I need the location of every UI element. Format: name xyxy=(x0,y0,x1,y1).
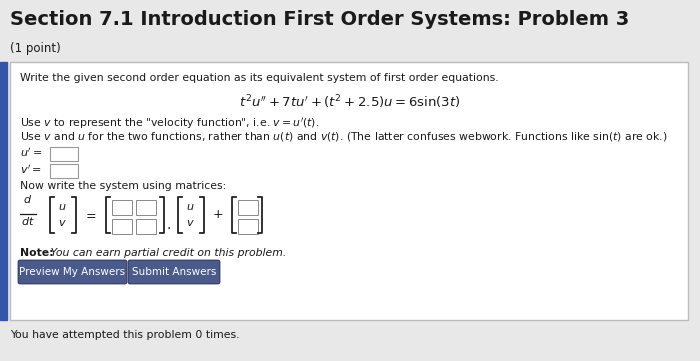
Text: Preview My Answers: Preview My Answers xyxy=(19,267,125,277)
Text: (1 point): (1 point) xyxy=(10,42,61,55)
Text: You can earn partial credit on this problem.: You can earn partial credit on this prob… xyxy=(47,248,286,258)
FancyBboxPatch shape xyxy=(112,200,132,215)
Text: Use $v$ and $u$ for the two functions, rather than $u(t)$ and $v(t)$. (The latte: Use $v$ and $u$ for the two functions, r… xyxy=(20,130,668,143)
Text: $=$: $=$ xyxy=(83,209,97,222)
FancyBboxPatch shape xyxy=(112,219,132,234)
Text: Submit Answers: Submit Answers xyxy=(132,267,216,277)
Text: $t^2u'' + 7tu' + (t^2 + 2.5)u = 6\sin(3t)$: $t^2u'' + 7tu' + (t^2 + 2.5)u = 6\sin(3t… xyxy=(239,93,461,110)
Text: $v$: $v$ xyxy=(186,218,195,228)
Text: .: . xyxy=(167,218,172,232)
Text: Use $v$ to represent the "velocity function", i.e. $v = u'(t)$.: Use $v$ to represent the "velocity funct… xyxy=(20,116,319,131)
FancyBboxPatch shape xyxy=(50,164,78,178)
FancyBboxPatch shape xyxy=(136,200,156,215)
Text: $dt$: $dt$ xyxy=(21,215,35,227)
Text: $v' =$: $v' =$ xyxy=(20,163,42,176)
FancyBboxPatch shape xyxy=(128,260,220,284)
Text: Section 7.1 Introduction First Order Systems: Problem 3: Section 7.1 Introduction First Order Sys… xyxy=(10,10,629,29)
Text: $+$: $+$ xyxy=(212,209,223,222)
FancyBboxPatch shape xyxy=(10,62,688,320)
Text: $u' =$: $u' =$ xyxy=(20,146,42,159)
FancyBboxPatch shape xyxy=(50,147,78,161)
FancyBboxPatch shape xyxy=(18,260,127,284)
Text: Note:: Note: xyxy=(20,248,54,258)
Bar xyxy=(0,62,7,320)
Text: $u$: $u$ xyxy=(57,202,66,212)
Text: $u$: $u$ xyxy=(186,202,195,212)
Text: $v$: $v$ xyxy=(57,218,66,228)
Text: Now write the system using matrices:: Now write the system using matrices: xyxy=(20,181,226,191)
FancyBboxPatch shape xyxy=(238,219,258,234)
Text: $d$: $d$ xyxy=(23,193,33,205)
FancyBboxPatch shape xyxy=(136,219,156,234)
Text: Write the given second order equation as its equivalent system of first order eq: Write the given second order equation as… xyxy=(20,73,498,83)
FancyBboxPatch shape xyxy=(238,200,258,215)
Text: You have attempted this problem 0 times.: You have attempted this problem 0 times. xyxy=(10,330,239,340)
